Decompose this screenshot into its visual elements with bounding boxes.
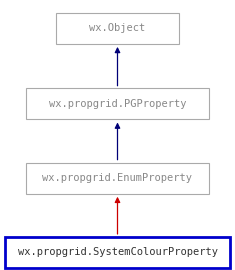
FancyBboxPatch shape	[56, 13, 179, 44]
Text: wx.Object: wx.Object	[89, 23, 146, 33]
FancyBboxPatch shape	[26, 89, 209, 119]
Text: wx.propgrid.PGProperty: wx.propgrid.PGProperty	[49, 99, 186, 109]
Text: wx.propgrid.SystemColourProperty: wx.propgrid.SystemColourProperty	[17, 247, 218, 258]
FancyBboxPatch shape	[26, 163, 209, 194]
Text: wx.propgrid.EnumProperty: wx.propgrid.EnumProperty	[43, 173, 192, 183]
FancyBboxPatch shape	[5, 237, 230, 268]
